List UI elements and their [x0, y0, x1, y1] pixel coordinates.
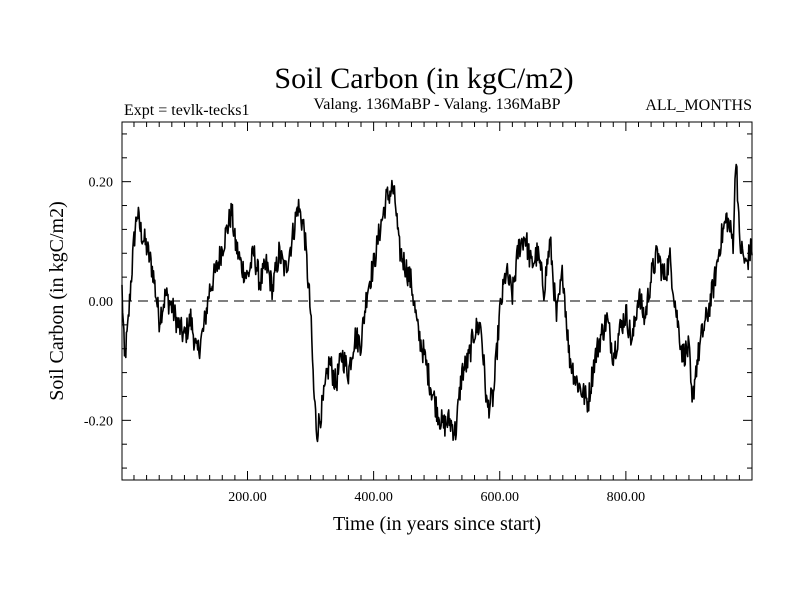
chart-title: Soil Carbon (in kgC/m2)	[274, 62, 573, 95]
x-axis-label: Time (in years since start)	[333, 513, 541, 535]
y-tick-label: -0.20	[84, 414, 113, 429]
period-label: ALL_MONTHS	[645, 97, 752, 114]
x-tick-label: 800.00	[607, 490, 646, 505]
tick-labels: 200.00 400.00 600.00 800.00 -0.20 0.00 0.20	[84, 176, 645, 505]
y-tick-label: 0.00	[89, 295, 114, 310]
experiment-label: Expt = tevlk-tecks1	[124, 102, 249, 119]
chart-subtitle: Valang. 136MaBP - Valang. 136MaBP	[313, 96, 560, 113]
x-tick-label: 200.00	[228, 490, 267, 505]
y-axis-label: Soil Carbon (in kgC/m2)	[46, 201, 68, 400]
x-tick-label: 400.00	[354, 490, 393, 505]
x-tick-label: 600.00	[480, 490, 519, 505]
y-tick-label: 0.20	[89, 176, 114, 191]
data-line-soil-carbon	[121, 163, 753, 443]
